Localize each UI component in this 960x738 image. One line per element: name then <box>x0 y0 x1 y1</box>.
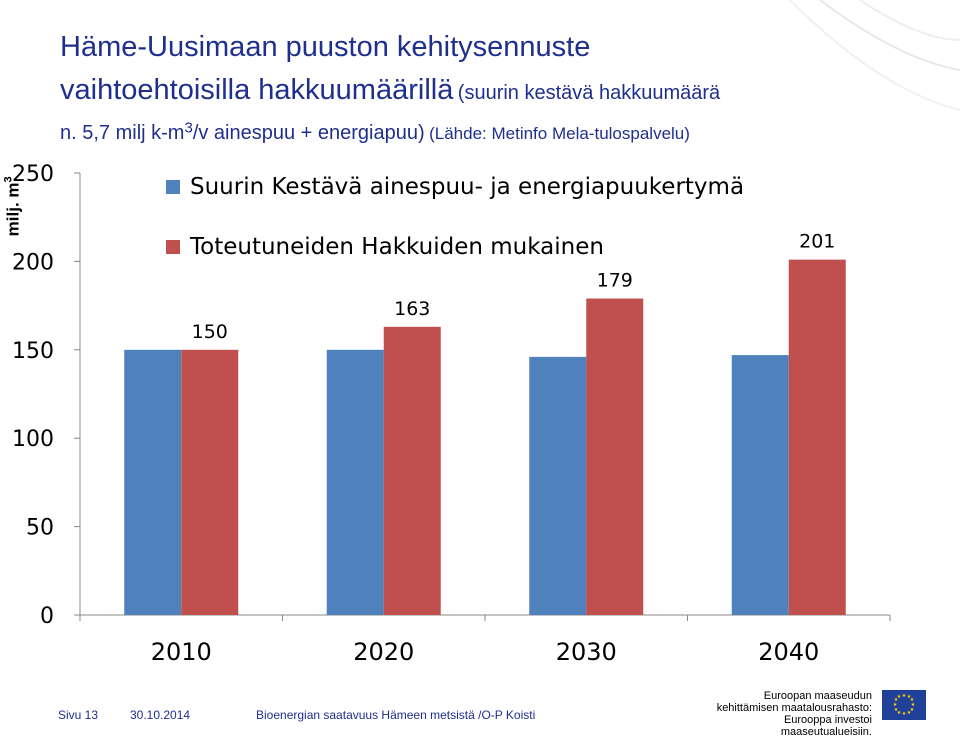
bar-chart: 0 50 100 150 200 250 150 2010 163 2020 179 2030 201 2… <box>12 162 891 666</box>
svg-text:★: ★ <box>910 707 915 713</box>
y-tick-label: 250 <box>12 162 54 187</box>
bar-series-1-2010 <box>124 349 182 615</box>
eu-flag-icon: ★ ★★ ★★★ ★★★ ★★★ <box>882 690 926 720</box>
footer-source: Bioenergian saatavuus Hämeen metsistä /O… <box>256 708 536 722</box>
legend-label-series-2: Toteutuneiden Hakkuiden mukainen <box>190 234 604 260</box>
y-tick-label: 100 <box>12 427 54 452</box>
slide-title: Häme-Uusimaan puuston kehitysennuste vai… <box>60 28 940 154</box>
data-label: 179 <box>597 270 633 292</box>
footer: Sivu 13 30.10.2014 Bioenergian saatavuus… <box>0 690 960 738</box>
svg-text:★: ★ <box>897 694 902 700</box>
bar-series-1-2020 <box>326 349 384 615</box>
x-tick-label: 2030 <box>556 638 617 666</box>
legend-label-series-1: Suurin Kestävä ainespuu- ja energiapuuke… <box>190 174 745 200</box>
data-label: 163 <box>394 298 430 320</box>
legend-swatch-series-1 <box>166 180 180 194</box>
y-tick-label: 0 <box>40 604 54 629</box>
x-tick-label: 2040 <box>758 638 819 666</box>
svg-text:★: ★ <box>907 710 912 716</box>
y-tick-label: 200 <box>12 250 54 275</box>
svg-text:★: ★ <box>894 697 899 703</box>
bar-series-1-2040 <box>731 355 789 615</box>
svg-text:★: ★ <box>902 693 907 699</box>
bar-series-1-2030 <box>529 356 587 615</box>
eu-text-line-3: Eurooppa investoi maaseutualueisiin. <box>780 714 872 738</box>
legend-swatch-series-2 <box>166 240 180 254</box>
eu-funding-text: Euroopan maaseudun kehittämisen maatalou… <box>700 690 872 738</box>
bar-series-2-2030 <box>586 298 644 615</box>
svg-text:★: ★ <box>894 707 899 713</box>
svg-text:★: ★ <box>897 710 902 716</box>
x-tick-label: 2020 <box>353 638 414 666</box>
svg-text:★: ★ <box>911 702 916 708</box>
x-tick-label: 2010 <box>151 638 212 666</box>
svg-text:★: ★ <box>907 694 912 700</box>
title-line-3-main: /v ainespuu + energiapuu) <box>192 122 425 144</box>
title-line-3-sup: 3 <box>184 119 193 137</box>
title-line-2: vaihtoehtoisilla hakkuumäärillä <box>60 74 454 106</box>
corner-decoration <box>789 0 960 111</box>
data-label: 150 <box>192 321 228 343</box>
data-label: 201 <box>799 231 835 253</box>
legend-item-series-2: Toteutuneiden Hakkuiden mukainen <box>166 230 744 264</box>
bar-series-2-2040 <box>788 259 846 615</box>
eu-text-line-2: kehittämisen maatalousrahasto: <box>716 702 872 714</box>
legend-item-series-1: Suurin Kestävä ainespuu- ja energiapuuke… <box>166 170 744 204</box>
title-line-3-source: (Lähde: Metinfo Mela-tulospalvelu) <box>429 124 690 143</box>
title-line-2-note: (suurin kestävä hakkuumäärä <box>457 82 721 104</box>
title-line-1: Häme-Uusimaan puuston kehitysennuste <box>60 31 591 63</box>
svg-text:★: ★ <box>902 711 907 717</box>
svg-text:★: ★ <box>893 702 898 708</box>
eu-text-line-1: Euroopan maaseudun <box>763 690 872 702</box>
y-tick-label: 150 <box>12 339 54 364</box>
svg-text:★: ★ <box>910 697 915 703</box>
bar-series-2-2020 <box>383 326 441 615</box>
bar-series-2-2010 <box>181 349 239 615</box>
legend: Suurin Kestävä ainespuu- ja energiapuuke… <box>166 170 744 290</box>
footer-date: 30.10.2014 <box>130 708 191 722</box>
y-tick-label: 50 <box>26 516 54 541</box>
footer-page: Sivu 13 <box>58 708 99 722</box>
title-line-3-prefix: n. 5,7 milj k-m <box>60 122 185 144</box>
